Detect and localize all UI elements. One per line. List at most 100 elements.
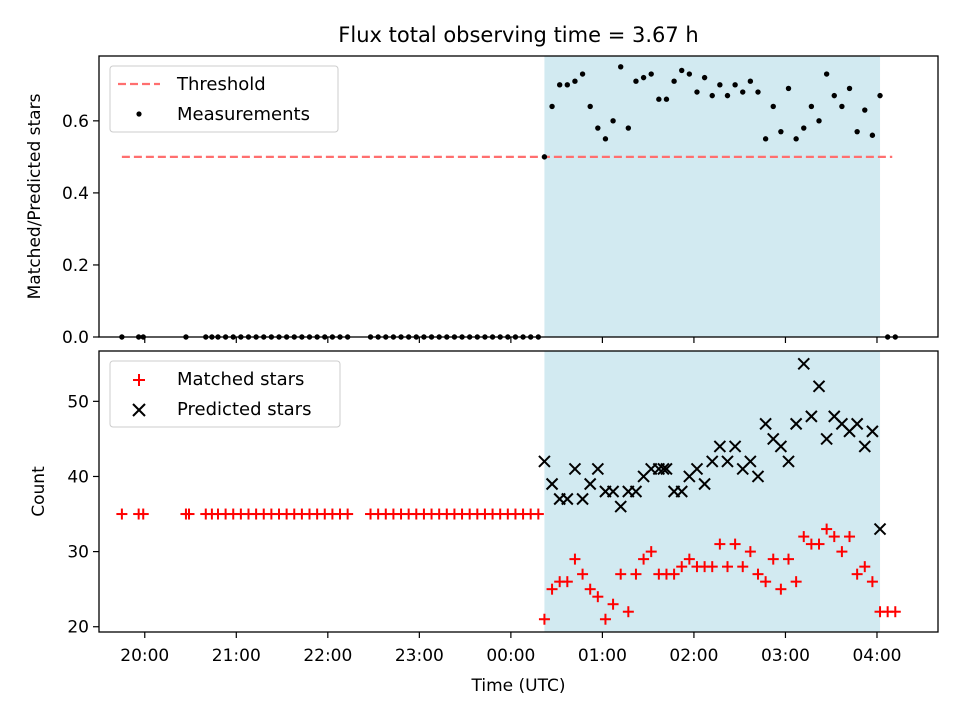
- measurement-point: [556, 82, 563, 88]
- measurement-point: [785, 85, 792, 92]
- top-ytick-label: 0.6: [62, 112, 89, 132]
- measurement-point: [602, 136, 609, 142]
- predicted-star-point: [751, 470, 765, 483]
- bottom-xtick-label: 00:00: [486, 646, 535, 666]
- bottom-xtick-label: 20:00: [120, 646, 169, 666]
- bottom-ytick-label: 20: [67, 618, 89, 638]
- measurement-point: [862, 107, 868, 113]
- matched-star-point: [607, 598, 619, 610]
- legend-measurements-label: Measurements: [177, 104, 310, 125]
- predicted-star-point: [629, 485, 643, 498]
- bottom-y-axis: 20 30 40 50: [67, 392, 99, 638]
- matched-star-point: [775, 583, 787, 595]
- predicted-star-point: [706, 455, 719, 468]
- measurement-point: [724, 92, 731, 99]
- measurement-point: [549, 103, 555, 110]
- bottom-shaded-region: [544, 351, 881, 632]
- predicted-star-point: [797, 357, 810, 370]
- top-legend-box: [109, 65, 339, 133]
- measurement-point: [732, 82, 738, 88]
- matched-star-point: [592, 591, 604, 603]
- matched-star-point: [577, 568, 589, 580]
- predicted-star-point: [721, 455, 734, 468]
- matched-star-point: [737, 561, 749, 573]
- bottom-xtick-label: 02:00: [669, 646, 718, 666]
- matched-star-point: [844, 531, 856, 543]
- measurement-point: [877, 92, 883, 99]
- measurement-point: [869, 132, 876, 138]
- top-y-axis: 0.0 0.2 0.4 0.6: [62, 112, 99, 348]
- predicted-star-point: [538, 455, 551, 468]
- measurement-point: [770, 103, 776, 110]
- matched-star-point: [683, 553, 695, 565]
- matched-star-point: [706, 561, 718, 573]
- matched-star-point: [638, 553, 650, 565]
- measurement-point: [656, 96, 662, 102]
- matched-star-point: [561, 576, 573, 588]
- legend-matched-swatch: [133, 374, 145, 386]
- matched-star-point: [828, 531, 840, 543]
- measurement-point: [541, 154, 548, 160]
- top-ylabel: Matched/Predicted stars: [25, 93, 45, 299]
- matched-star-point: [790, 576, 802, 588]
- measurement-point: [564, 82, 571, 88]
- measurement-point: [579, 71, 586, 77]
- measurement-point: [694, 89, 700, 95]
- matched-star-point: [599, 613, 611, 625]
- predicted-star-point: [728, 440, 742, 453]
- top-ytick-label: 0.4: [62, 184, 89, 204]
- bottom-xtick-label: 01:00: [578, 646, 627, 666]
- predicted-star-point: [873, 522, 887, 536]
- matched-star-point: [760, 576, 772, 588]
- matched-star-point: [721, 561, 733, 573]
- measurement-point: [595, 125, 601, 131]
- matched-star-point: [889, 606, 901, 618]
- measurement-point: [823, 71, 830, 77]
- matched-star-point: [630, 568, 642, 580]
- top-ytick-label: 0.0: [62, 328, 89, 348]
- matched-star-point: [783, 553, 795, 565]
- matched-star-point: [546, 583, 558, 595]
- bottom-ytick-label: 40: [67, 467, 89, 487]
- bottom-ylabel: Count: [29, 466, 49, 517]
- measurement-point: [740, 89, 746, 95]
- predicted-star-point: [675, 485, 688, 498]
- bottom-xtick-label: 22:00: [303, 646, 352, 666]
- matched-star-point: [532, 508, 544, 520]
- measurement-point: [808, 103, 815, 110]
- measurement-point: [572, 78, 578, 84]
- top-panel: 0.0 0.2 0.4 0.6 Matched/Predicted stars Thr…: [25, 55, 939, 348]
- bottom-axes-frame: [98, 350, 939, 633]
- predicted-star-point: [789, 417, 803, 431]
- predicted-star-point: [576, 492, 589, 506]
- measurement-point: [778, 128, 784, 135]
- measurement-point: [587, 103, 593, 110]
- predicted-star-point: [858, 440, 871, 453]
- measurement-point: [709, 92, 715, 99]
- predicted-star-point: [866, 425, 879, 438]
- measurement-point: [633, 78, 639, 84]
- bottom-legend-box: [109, 360, 341, 428]
- measurement-point: [648, 71, 654, 77]
- legend-matched-label: Matched stars: [177, 369, 304, 390]
- predicted-star-point: [545, 477, 559, 491]
- predicted-star-point: [713, 440, 727, 453]
- matched-star-point: [116, 508, 128, 520]
- measurement-point: [618, 64, 624, 70]
- bottom-xtick-label: 21:00: [212, 646, 261, 666]
- matched-star-point: [851, 568, 863, 580]
- predicted-star-point: [698, 477, 711, 491]
- legend-threshold-label: Threshold: [176, 74, 266, 95]
- matched-star-point: [569, 553, 581, 565]
- matched-star-point: [744, 546, 756, 558]
- predicted-star-point: [614, 500, 627, 513]
- predicted-star-point: [606, 485, 620, 498]
- predicted-star-point: [690, 462, 704, 476]
- matched-star-point: [676, 561, 688, 573]
- bottom-xtick-label: 23:00: [395, 646, 444, 666]
- matched-star-point: [137, 508, 149, 520]
- predicted-star-point: [657, 462, 670, 476]
- matched-star-point: [729, 538, 741, 550]
- bottom-plot-marks: [116, 357, 901, 625]
- measurement-point: [793, 136, 799, 142]
